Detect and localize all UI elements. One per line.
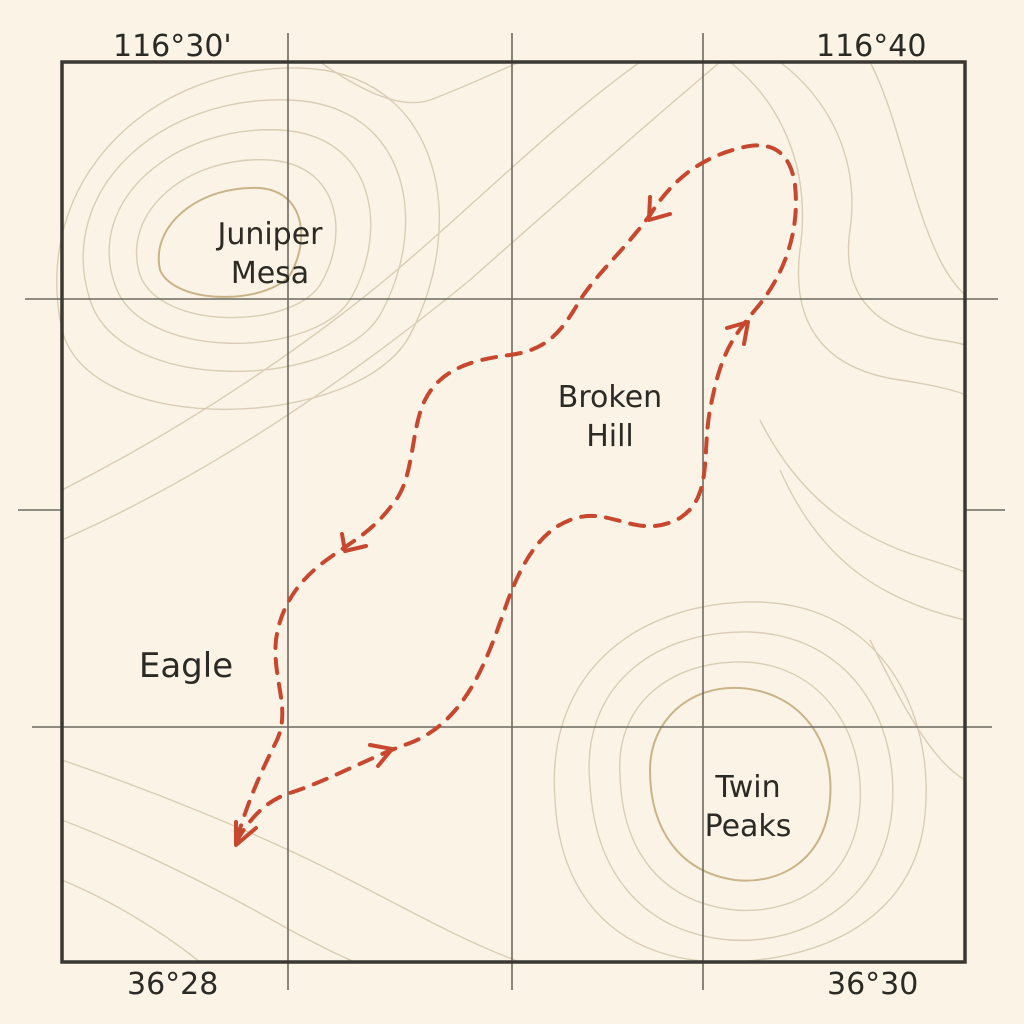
contour-twin-1: [648, 686, 832, 882]
contour-ridge-11: [61, 879, 201, 963]
contour-twin-2: [619, 661, 862, 912]
contour-ridge-5: [729, 61, 966, 396]
contour-juniper-3: [108, 129, 372, 344]
grid-lines: [18, 33, 1005, 990]
label-eagle: Eagle: [138, 646, 234, 686]
route-arrow-1: [368, 743, 394, 768]
coord-top-right: 116°40: [816, 29, 927, 64]
label-broken-hill: Broken Hill: [557, 380, 663, 454]
route-arrow-2: [725, 320, 750, 346]
contour-juniper-4: [82, 99, 407, 372]
contour-juniper-1: [157, 186, 303, 298]
coord-bottom-left: 36°28: [127, 967, 219, 1002]
contour-juniper-5: [56, 67, 440, 411]
route: [234, 143, 798, 847]
coord-top-left: 116°30': [113, 29, 232, 64]
contour-ridge-12: [869, 639, 966, 781]
contour-twin-4: [553, 601, 927, 963]
route-arrow-4: [340, 532, 368, 553]
contour-ridge-7: [759, 419, 966, 573]
contour-ridge-2: [61, 61, 721, 541]
map-frame: [60, 60, 967, 964]
contour-ridge-6: [869, 61, 966, 296]
contour-ridge-10: [61, 819, 356, 963]
contour-twin-3: [588, 631, 894, 942]
contour-ridge-3: [319, 61, 521, 104]
coord-bottom-right: 36°30: [827, 967, 919, 1002]
label-juniper-mesa: Juniper Mesa: [217, 217, 323, 291]
contour-ridge-1: [61, 61, 641, 491]
route-path: [234, 143, 798, 844]
contour-ridge-8: [779, 469, 966, 621]
contour-ridge-4: [779, 61, 966, 346]
contour-lines: [56, 61, 966, 963]
route-arrow-5: [234, 820, 258, 847]
route-arrow-3: [647, 195, 672, 222]
contour-juniper-2: [135, 159, 337, 319]
contour-ridge-9: [61, 759, 521, 963]
label-twin-peaks: Twin Peaks: [704, 770, 792, 844]
